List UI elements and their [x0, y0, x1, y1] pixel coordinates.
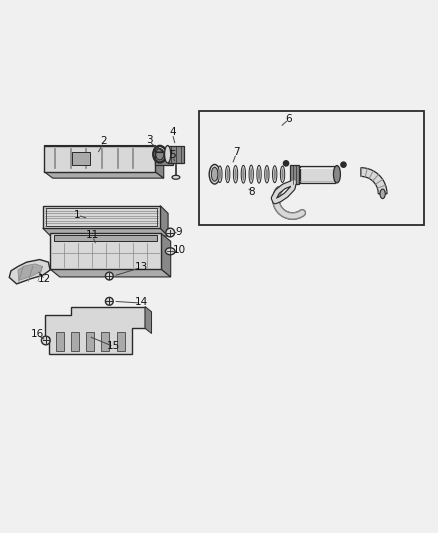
- Polygon shape: [86, 332, 94, 351]
- Ellipse shape: [258, 168, 260, 181]
- Ellipse shape: [272, 166, 277, 183]
- Polygon shape: [50, 269, 171, 277]
- Polygon shape: [9, 260, 50, 284]
- Circle shape: [106, 297, 113, 305]
- Ellipse shape: [249, 165, 253, 183]
- Ellipse shape: [218, 166, 222, 182]
- Text: 6: 6: [285, 114, 292, 124]
- Text: 13: 13: [135, 262, 148, 271]
- Ellipse shape: [226, 168, 229, 180]
- Ellipse shape: [265, 166, 269, 183]
- Text: 12: 12: [38, 273, 52, 284]
- Circle shape: [106, 272, 113, 280]
- Ellipse shape: [257, 165, 261, 183]
- Polygon shape: [54, 235, 157, 241]
- Ellipse shape: [209, 165, 220, 184]
- Polygon shape: [56, 332, 64, 351]
- Polygon shape: [117, 332, 124, 351]
- Text: 9: 9: [176, 227, 182, 237]
- Ellipse shape: [234, 168, 237, 180]
- Ellipse shape: [233, 166, 238, 183]
- Ellipse shape: [250, 168, 252, 181]
- Polygon shape: [361, 168, 387, 194]
- Polygon shape: [102, 332, 110, 351]
- Polygon shape: [43, 228, 168, 236]
- Polygon shape: [43, 206, 160, 228]
- Polygon shape: [45, 306, 145, 354]
- Ellipse shape: [172, 175, 180, 179]
- Polygon shape: [300, 166, 335, 182]
- Polygon shape: [155, 152, 173, 165]
- Circle shape: [341, 162, 346, 167]
- Ellipse shape: [280, 166, 285, 182]
- Ellipse shape: [166, 248, 175, 255]
- Circle shape: [283, 161, 289, 166]
- Polygon shape: [168, 146, 184, 163]
- Ellipse shape: [165, 146, 171, 163]
- Polygon shape: [161, 233, 171, 277]
- Text: 16: 16: [31, 329, 44, 339]
- Ellipse shape: [226, 166, 230, 183]
- Ellipse shape: [212, 167, 218, 181]
- Text: 1: 1: [74, 210, 81, 220]
- Polygon shape: [145, 306, 152, 334]
- Ellipse shape: [282, 168, 284, 180]
- Polygon shape: [71, 332, 79, 351]
- Text: 11: 11: [86, 230, 99, 240]
- Polygon shape: [290, 165, 299, 184]
- Ellipse shape: [266, 168, 268, 180]
- Text: 3: 3: [146, 135, 153, 146]
- Circle shape: [166, 228, 175, 237]
- Polygon shape: [44, 146, 155, 172]
- Polygon shape: [155, 146, 164, 178]
- Ellipse shape: [274, 168, 276, 180]
- Polygon shape: [44, 172, 164, 178]
- Text: 4: 4: [169, 127, 176, 138]
- Polygon shape: [160, 206, 168, 236]
- Polygon shape: [50, 233, 161, 269]
- Text: 14: 14: [135, 297, 148, 307]
- Text: 8: 8: [248, 187, 255, 197]
- Text: 7: 7: [233, 148, 240, 157]
- Polygon shape: [18, 264, 43, 280]
- Text: 5: 5: [169, 150, 176, 160]
- Polygon shape: [44, 146, 164, 152]
- Text: 2: 2: [100, 136, 107, 146]
- Text: 15: 15: [107, 341, 120, 351]
- Text: 10: 10: [173, 245, 186, 255]
- Circle shape: [42, 336, 50, 345]
- Ellipse shape: [380, 189, 385, 199]
- Polygon shape: [72, 152, 90, 165]
- Ellipse shape: [242, 168, 244, 181]
- Ellipse shape: [333, 166, 340, 183]
- Ellipse shape: [219, 168, 221, 180]
- Ellipse shape: [241, 165, 246, 183]
